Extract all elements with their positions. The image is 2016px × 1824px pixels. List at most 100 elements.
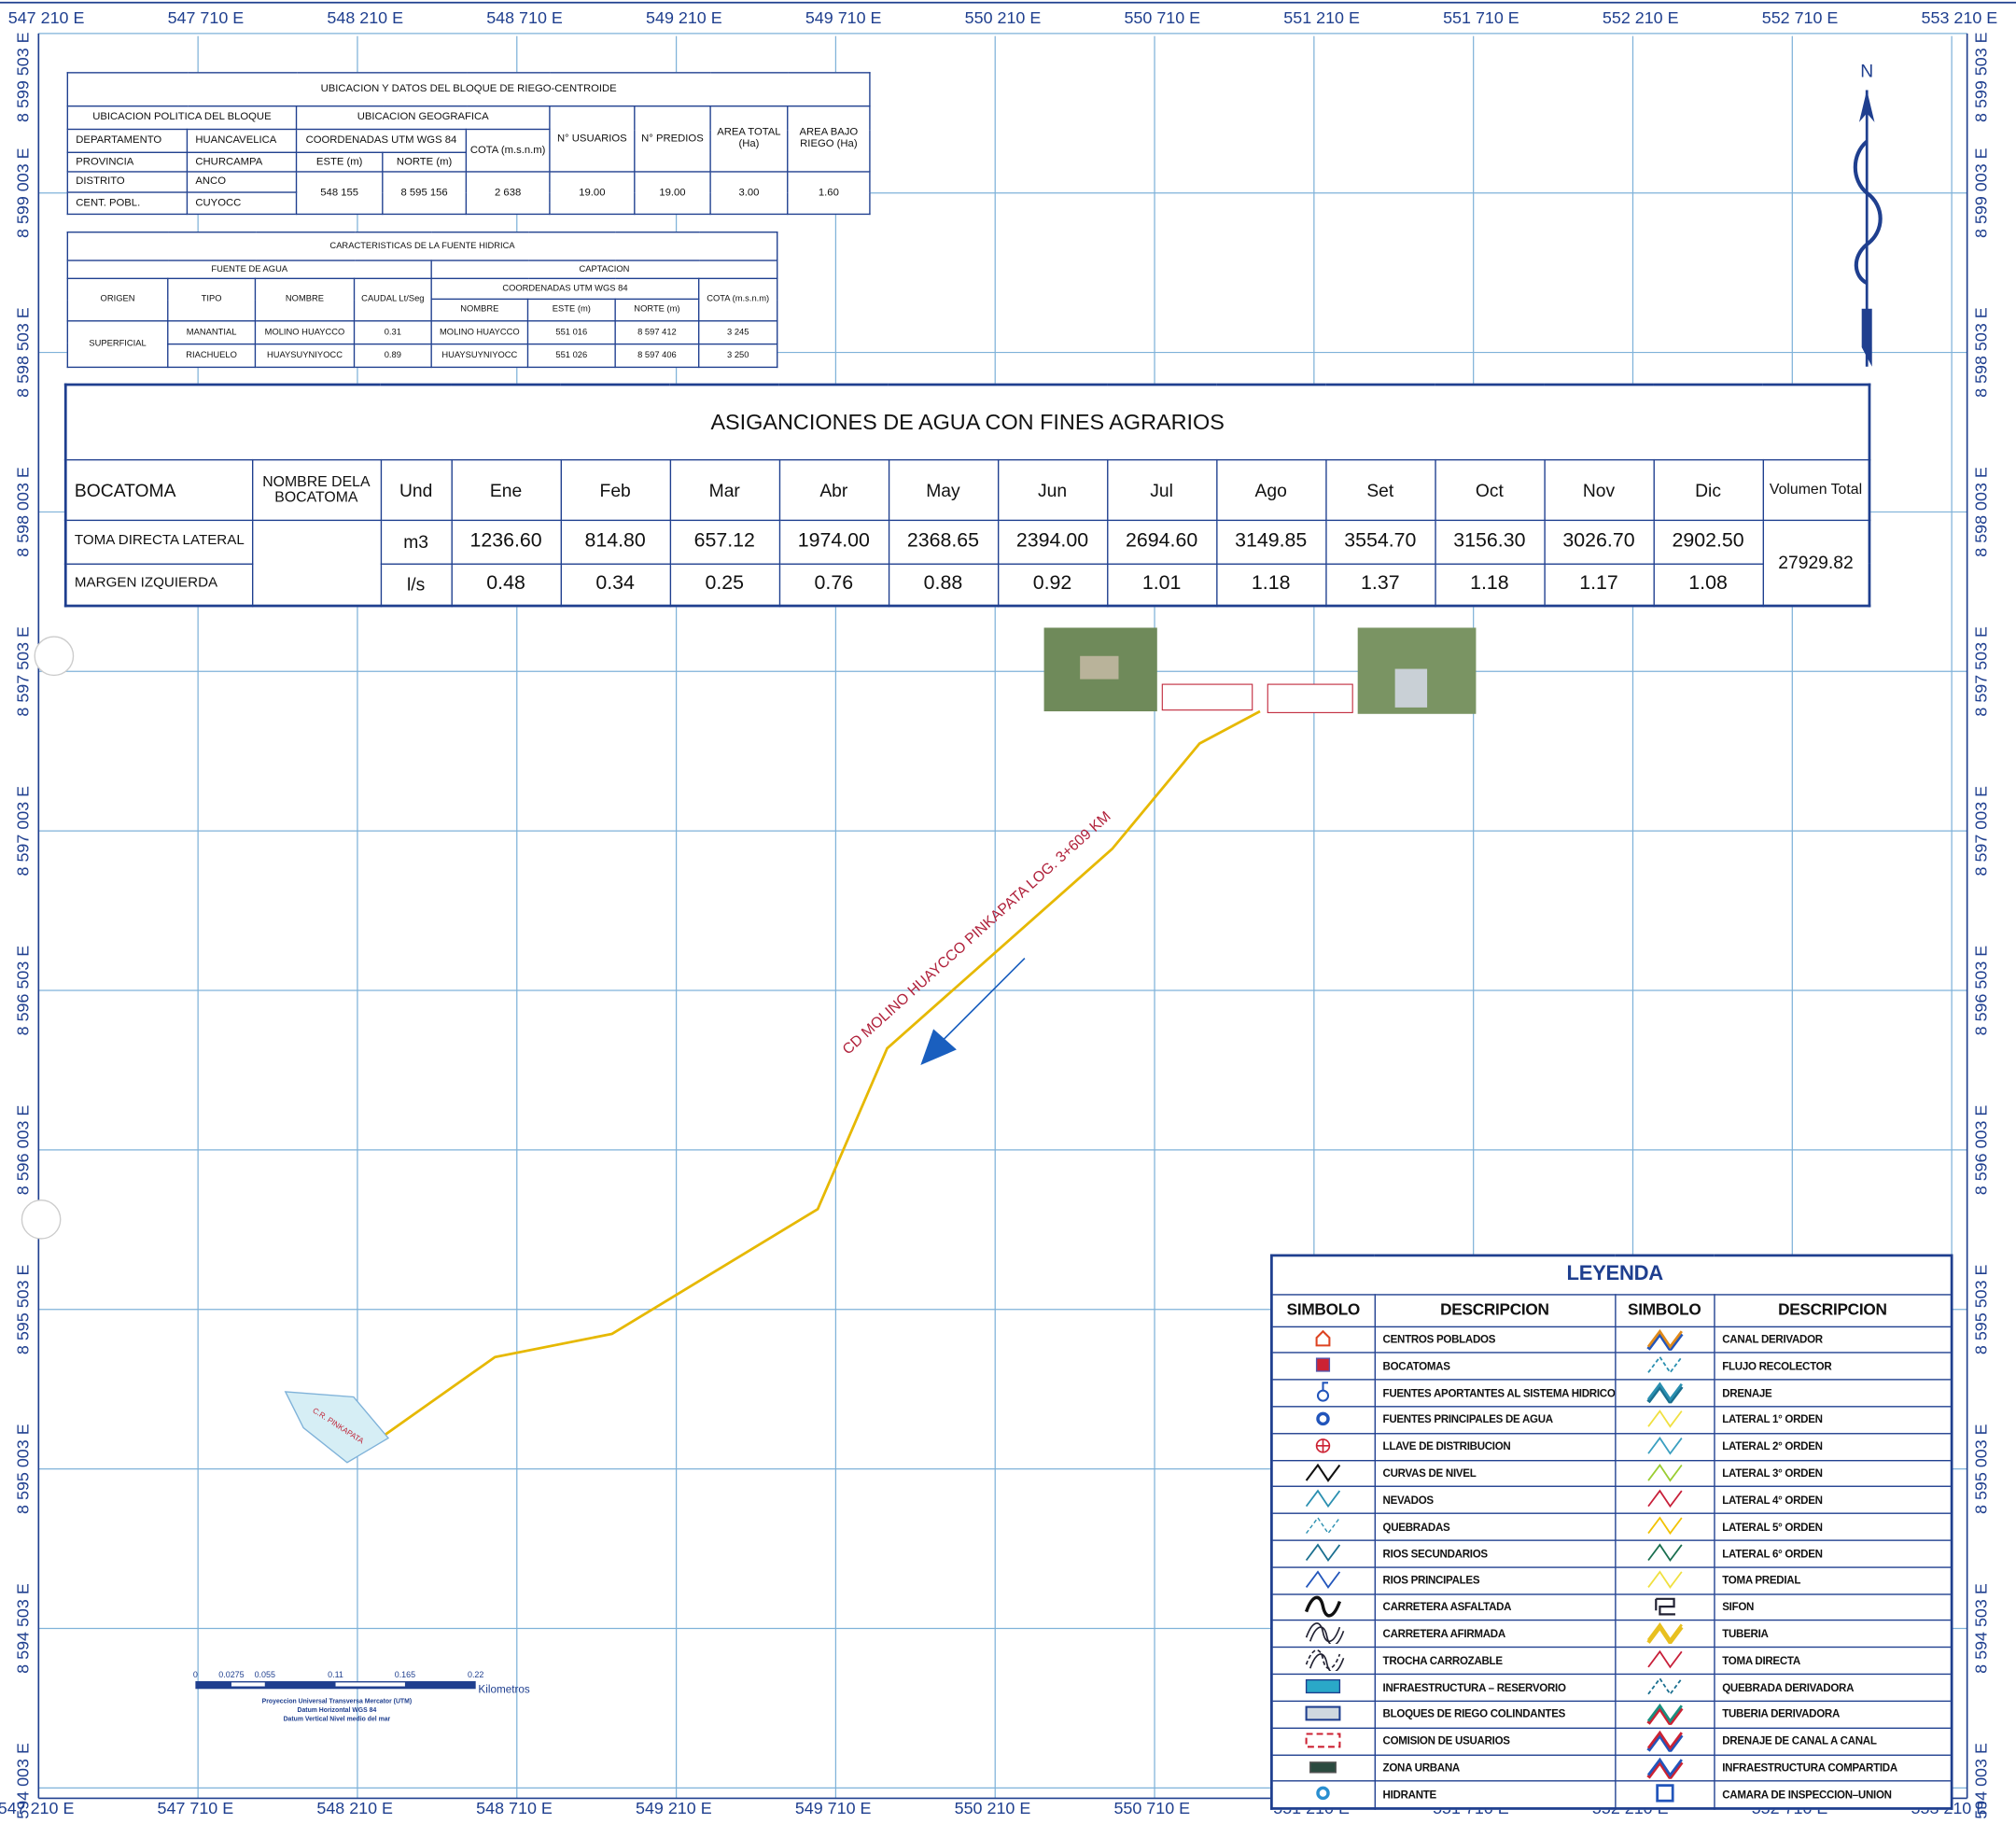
easting-label-bottom: 547 710 E bbox=[158, 1799, 234, 1817]
legend-symbol bbox=[1646, 1410, 1682, 1428]
sym bbox=[1306, 1490, 1341, 1508]
legend-symbol bbox=[1316, 1787, 1331, 1801]
symbol-cell bbox=[1270, 1700, 1376, 1729]
sym bbox=[1646, 1543, 1682, 1563]
scale-tick-label: 0.22 bbox=[468, 1670, 483, 1679]
row: MARGEN IZQUIERDA l/s 0.48 0.34 0.25 0.76 0.88 0… bbox=[64, 562, 1869, 607]
legend-description: FUENTES APORTANTES AL SISTEMA HIDRICO bbox=[1373, 1379, 1616, 1408]
legend-description: TUBERIA DERIVADORA bbox=[1713, 1700, 1953, 1729]
sym bbox=[1316, 1787, 1331, 1801]
symbol-cell bbox=[1614, 1406, 1715, 1435]
legend-symbol bbox=[1646, 1355, 1682, 1375]
northing-label-left: 8 596 503 E bbox=[13, 946, 32, 1036]
legend-description: LLAVE DE DISTRIBUCION bbox=[1373, 1432, 1616, 1461]
row: ASIGANCIONES DE AGUA CON FINES AGRARIOS bbox=[64, 384, 1870, 461]
value-cell: 1.37 bbox=[1324, 562, 1436, 607]
legend-symbol bbox=[1315, 1329, 1331, 1346]
value-cell: 2368.65 bbox=[888, 519, 999, 565]
symbol-cell bbox=[1614, 1512, 1715, 1541]
legend-symbol bbox=[1645, 1622, 1683, 1647]
month-header: Mar bbox=[669, 459, 780, 521]
legend-symbol bbox=[1645, 1328, 1683, 1353]
table-cell: 551 016 bbox=[526, 319, 616, 345]
punch-hole bbox=[21, 1199, 62, 1240]
symbol-cell bbox=[1270, 1326, 1376, 1354]
table-cell: ANCO bbox=[186, 171, 298, 193]
month-header: Ago bbox=[1215, 459, 1326, 521]
sym bbox=[1305, 1733, 1341, 1747]
table-cell: UBICACION Y DATOS DEL BLOQUE DE RIEGO-CE… bbox=[66, 72, 871, 107]
table-cell: SUPERFICIAL bbox=[66, 319, 169, 369]
sym bbox=[1306, 1543, 1341, 1563]
sym bbox=[1306, 1517, 1341, 1536]
sym bbox=[1646, 1463, 1682, 1482]
symbol-cell bbox=[1614, 1780, 1715, 1810]
value-cell: 0.88 bbox=[888, 562, 999, 607]
legend-description: ZONA URBANA bbox=[1373, 1753, 1616, 1782]
table-title: ASIGANCIONES DE AGUA CON FINES AGRARIOS bbox=[64, 384, 1870, 461]
sym bbox=[1306, 1622, 1341, 1643]
row: LLAVE DE DISTRIBUCION LATERAL 2° ORDEN bbox=[1270, 1432, 1953, 1461]
legend-description: INFRAESTRUCTURA – RESERVORIO bbox=[1373, 1673, 1616, 1702]
month-header: Feb bbox=[559, 459, 671, 521]
table-cell: ESTE (m) bbox=[295, 151, 384, 173]
table-cell: 1.60 bbox=[787, 171, 871, 216]
sym bbox=[1646, 1730, 1683, 1750]
table-cell: COORDENADAS UTM WGS 84 bbox=[430, 278, 700, 301]
northing-label-left: 8 594 003 E bbox=[13, 1743, 32, 1824]
value-cell: 1.18 bbox=[1215, 562, 1326, 607]
northing-label-left: 8 597 003 E bbox=[13, 786, 32, 877]
symbol-cell bbox=[1614, 1352, 1715, 1381]
legend-description: CANAL DERIVADOR bbox=[1713, 1326, 1953, 1354]
table-cell: NOMBRE bbox=[254, 278, 356, 321]
legend-description: LATERAL 6° ORDEN bbox=[1713, 1539, 1953, 1568]
legend-symbol bbox=[1646, 1463, 1682, 1482]
legend-symbol bbox=[1305, 1595, 1342, 1617]
value-cell: 2394.00 bbox=[997, 519, 1108, 565]
month-header: Jul bbox=[1106, 459, 1217, 521]
callout bbox=[1161, 683, 1253, 711]
source-table: CARACTERISTICAS DE LA FUENTE HIDRICA FUE… bbox=[66, 232, 778, 369]
table-cell: AREA TOTAL (Ha) bbox=[709, 105, 789, 173]
legend-description: BOCATOMAS bbox=[1373, 1352, 1616, 1381]
legend-description: TROCHA CARROZABLE bbox=[1373, 1647, 1616, 1676]
legend-description: CARRETERA ASFALTADA bbox=[1373, 1592, 1616, 1621]
legend-symbol bbox=[1306, 1622, 1345, 1647]
scale-bar-segment bbox=[231, 1682, 265, 1687]
easting-label-top: 550 210 E bbox=[965, 8, 1042, 27]
legend-symbol bbox=[1306, 1570, 1341, 1589]
sym bbox=[1646, 1650, 1682, 1669]
table-cell: COTA (m.s.n.m) bbox=[465, 128, 551, 173]
legend-symbol bbox=[1316, 1357, 1331, 1373]
table-cell: 3 245 bbox=[698, 319, 778, 345]
legend-symbol bbox=[1646, 1650, 1682, 1669]
value-cell: 1.08 bbox=[1652, 562, 1764, 607]
sym bbox=[1645, 1758, 1683, 1780]
legend-description: LATERAL 1° ORDEN bbox=[1713, 1406, 1953, 1435]
sym bbox=[1322, 1382, 1329, 1391]
value-cell: 0.25 bbox=[669, 562, 780, 607]
symbol-cell bbox=[1614, 1753, 1715, 1782]
scale-note: Proyeccion Universal Transversa Mercator… bbox=[262, 1698, 412, 1705]
value-cell: 1.17 bbox=[1543, 562, 1655, 607]
value-cell: 0.76 bbox=[778, 562, 889, 607]
value-cell: 1.01 bbox=[1106, 562, 1217, 607]
table-cell: N° USUARIOS bbox=[549, 105, 636, 173]
legend-description: SIFON bbox=[1713, 1592, 1953, 1621]
photo-detail bbox=[1080, 655, 1119, 680]
sym bbox=[1306, 1570, 1341, 1589]
sym bbox=[1645, 1383, 1683, 1406]
table-cell: CUYOCC bbox=[186, 191, 298, 216]
easting-label-bottom: 548 210 E bbox=[316, 1799, 393, 1817]
table-cell: 0.31 bbox=[353, 319, 432, 345]
sym bbox=[1315, 1329, 1331, 1346]
legend-header: DESCRIPCION bbox=[1713, 1293, 1953, 1327]
legend-symbol bbox=[1317, 1382, 1330, 1402]
month-header: Set bbox=[1324, 459, 1436, 521]
legend-symbol bbox=[1646, 1490, 1682, 1508]
sym bbox=[1646, 1622, 1683, 1643]
sym bbox=[1645, 1329, 1683, 1353]
sym bbox=[1316, 1438, 1330, 1452]
table-cell: NOMBRE bbox=[430, 299, 529, 321]
